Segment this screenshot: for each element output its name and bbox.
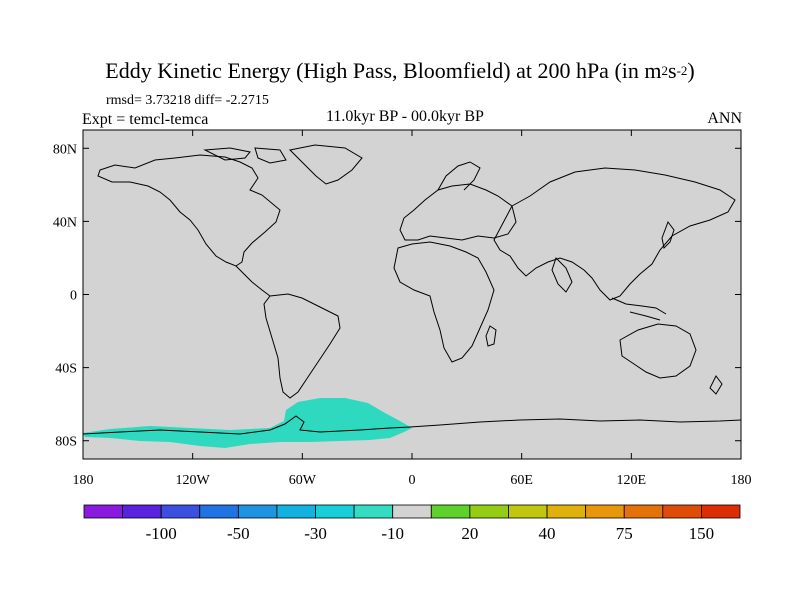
lon-tick-label: 120W — [176, 473, 211, 488]
lon-tick-label: 0 — [409, 473, 416, 488]
coast-new-zealand — [709, 375, 723, 395]
map-background — [83, 130, 741, 459]
coast-antarctica — [82, 415, 742, 435]
colorbar-swatch — [122, 504, 162, 519]
colorbar-swatch — [199, 504, 239, 519]
latitude-axis: 80N 40N 0 40S 80S — [53, 142, 741, 450]
lon-tick-label: 180 — [731, 473, 752, 488]
colorbar-swatch — [623, 504, 664, 519]
stats-text: rmsd= 3.73218 diff= -2.2715 — [106, 93, 269, 108]
colorbar-label: -50 — [227, 524, 250, 543]
coast-north-america — [97, 154, 281, 267]
coast-greenland — [288, 144, 363, 185]
colorbar-swatch — [508, 504, 548, 519]
coastlines — [82, 144, 742, 435]
period-label: 11.0kyr BP - 00.0kyr BP — [326, 108, 484, 125]
coast-scandinavia — [437, 161, 481, 191]
plot-title: Eddy Kinetic Energy (High Pass, Bloomfie… — [105, 58, 695, 83]
coast-india — [551, 257, 573, 293]
colorbar-swatch — [315, 504, 355, 519]
colorbar-swatch — [701, 504, 741, 519]
colorbar-swatch — [160, 504, 201, 519]
lat-tick-label: 0 — [70, 289, 77, 304]
lat-tick-label: 40N — [53, 215, 77, 230]
coast-japan — [661, 220, 675, 250]
experiment-label: Expt = temcl-temca — [82, 111, 209, 128]
coast-asia — [493, 167, 736, 301]
lon-tick-label: 180 — [73, 473, 94, 488]
colorbar-swatch — [83, 504, 123, 519]
colorbar-label: 20 — [461, 524, 478, 543]
anomaly-region — [83, 398, 412, 448]
colorbar-label: 75 — [616, 524, 633, 543]
coast-australia — [619, 323, 697, 379]
colorbar-swatch — [353, 504, 394, 519]
lat-tick-label: 80S — [55, 435, 77, 450]
longitude-axis: 180 120W 60W 0 60E 120E 180 — [73, 130, 752, 488]
colorbar-swatch — [430, 504, 471, 519]
colorbar-label: 40 — [539, 524, 556, 543]
colorbar-label: 150 — [689, 524, 715, 543]
season-label: ANN — [707, 110, 742, 127]
lon-tick-label: 60E — [510, 473, 533, 488]
coast-central-america — [235, 265, 271, 297]
colorbar-label: -10 — [381, 524, 404, 543]
colorbar-swatch — [546, 504, 587, 519]
lon-tick-label: 60W — [289, 473, 317, 488]
lat-tick-label: 40S — [55, 362, 77, 377]
colorbar-label: -100 — [146, 524, 177, 543]
colorbar-swatch — [469, 504, 509, 519]
lon-tick-label: 120E — [617, 473, 647, 488]
coast-madagascar — [485, 325, 497, 347]
colorbar-swatch — [237, 504, 278, 519]
coast-africa — [393, 241, 495, 363]
coast-south-america — [263, 293, 341, 399]
colorbar-label: -30 — [304, 524, 327, 543]
lat-tick-label: 80N — [53, 142, 77, 157]
colorbar-swatch — [392, 504, 432, 519]
coast-europe — [399, 183, 517, 241]
coast-arctic-islands — [203, 147, 287, 164]
colorbar-swatch — [585, 504, 625, 519]
colorbar: -100 -50 -30 -10 20 40 75 150 — [83, 504, 741, 543]
colorbar-swatch — [662, 504, 702, 519]
coast-indonesia — [611, 297, 667, 321]
colorbar-swatch — [276, 504, 316, 519]
